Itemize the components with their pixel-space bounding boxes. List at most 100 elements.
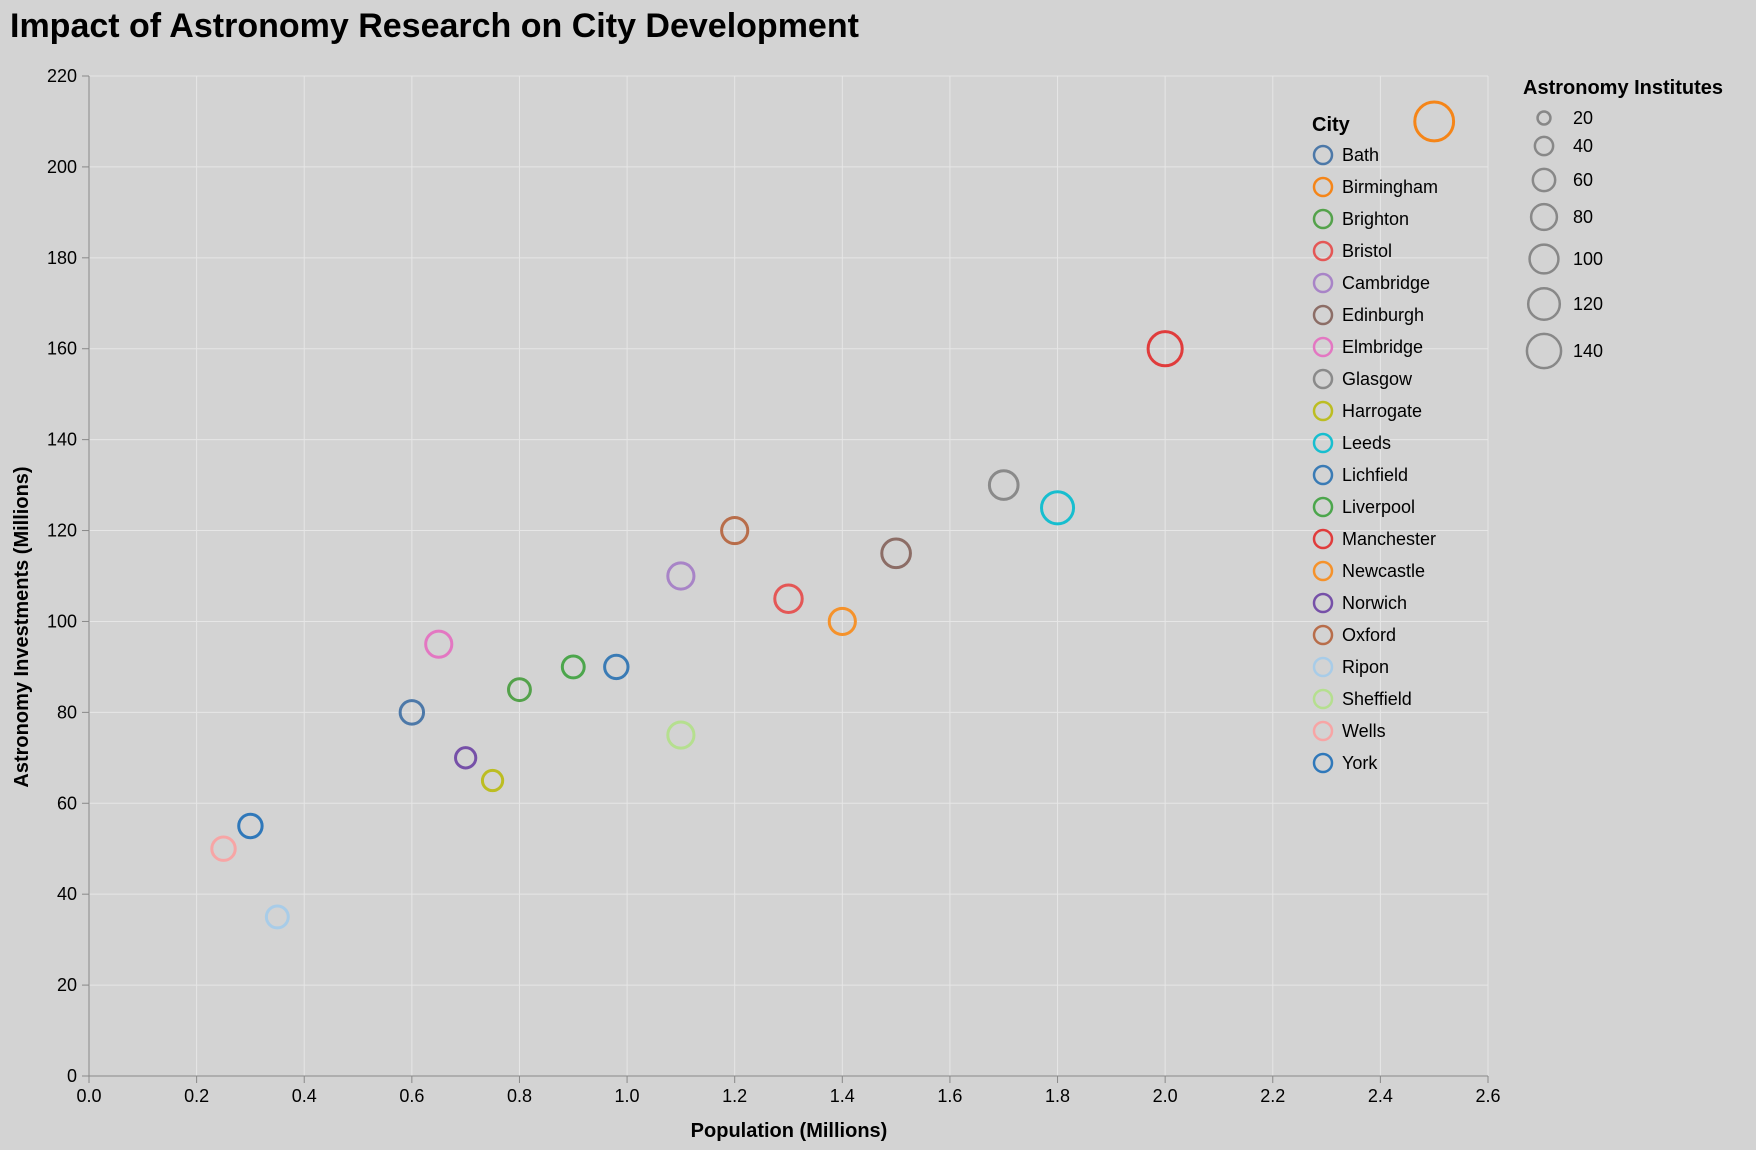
point-manchester xyxy=(1146,330,1184,368)
y-tick-label: 140 xyxy=(47,430,77,450)
size-legend-label: 100 xyxy=(1573,249,1603,269)
size-legend-label: 140 xyxy=(1573,341,1603,361)
legend-symbol-norwich xyxy=(1312,592,1334,614)
point-liverpool xyxy=(560,654,586,680)
size-legend-symbol xyxy=(1529,202,1559,232)
x-tick-label: 2.4 xyxy=(1368,1086,1393,1106)
legend-label-lichfield: Lichfield xyxy=(1342,465,1408,485)
point-oxford xyxy=(720,515,750,546)
legend-symbol-bath xyxy=(1312,144,1334,166)
size-legend-symbol xyxy=(1531,167,1557,193)
y-tick-label: 160 xyxy=(47,339,77,359)
legend-symbol-harrogate xyxy=(1312,400,1334,422)
legend-symbol-wells xyxy=(1312,720,1334,742)
legend-label-wells: Wells xyxy=(1342,721,1386,741)
point-brighton xyxy=(507,677,532,703)
y-tick-label: 40 xyxy=(57,884,77,904)
x-tick-label: 2.6 xyxy=(1475,1086,1500,1106)
size-legend-symbol xyxy=(1525,332,1563,370)
x-tick-label: 0.8 xyxy=(507,1086,532,1106)
x-tick-label: 1.6 xyxy=(937,1086,962,1106)
y-axis-title: Astronomy Investments (Millions) xyxy=(11,466,33,787)
point-glasgow xyxy=(987,469,1020,501)
legend-label-manchester: Manchester xyxy=(1342,529,1436,549)
legend-symbol-sheffield xyxy=(1312,688,1334,710)
y-tick-label: 120 xyxy=(47,521,77,541)
legend-symbol-cambridge xyxy=(1312,272,1334,294)
legend-label-leeds: Leeds xyxy=(1342,433,1391,453)
x-tick-label: 1.8 xyxy=(1045,1086,1070,1106)
point-bristol xyxy=(773,583,804,614)
legend-label-brighton: Brighton xyxy=(1342,209,1409,229)
legend-symbol-liverpool xyxy=(1312,496,1334,518)
legend-label-bristol: Bristol xyxy=(1342,241,1392,261)
city-legend: City Bath Birmingham Brighton Bristol Cambri… xyxy=(1312,114,1438,774)
size-legend-symbol xyxy=(1536,110,1552,126)
city-legend-title: City xyxy=(1312,114,1351,136)
legend-symbol-newcastle xyxy=(1312,560,1334,582)
point-newcastle xyxy=(827,606,857,637)
point-bath xyxy=(398,699,426,726)
legend-symbol-birmingham xyxy=(1312,176,1334,198)
legend-symbol-lichfield xyxy=(1312,464,1334,486)
point-sheffield xyxy=(666,720,696,750)
legend-symbol-york xyxy=(1312,752,1334,774)
x-tick-label: 2.0 xyxy=(1153,1086,1178,1106)
legend-label-newcastle: Newcastle xyxy=(1342,561,1425,581)
size-legend-label: 80 xyxy=(1573,207,1593,227)
point-leeds xyxy=(1040,490,1076,526)
point-elmbridge xyxy=(424,629,454,659)
legend-label-norwich: Norwich xyxy=(1342,593,1407,613)
chart-title: Impact of Astronomy Research on City Dev… xyxy=(10,7,859,45)
size-legend-label: 40 xyxy=(1573,136,1593,156)
point-cambridge xyxy=(666,561,696,591)
size-legend-title: Astronomy Institutes xyxy=(1523,77,1723,99)
legend-label-glasgow: Glasgow xyxy=(1342,369,1413,389)
y-tick-label: 220 xyxy=(47,66,77,86)
x-tick-label: 2.2 xyxy=(1260,1086,1285,1106)
size-legend-symbol xyxy=(1533,135,1555,157)
legend-symbol-ripon xyxy=(1312,656,1334,678)
legend-symbol-leeds xyxy=(1312,432,1334,454)
x-tick-label: 1.2 xyxy=(722,1086,747,1106)
legend-symbol-bristol xyxy=(1312,240,1334,262)
y-tick-label: 0 xyxy=(67,1066,77,1086)
legend-symbol-oxford xyxy=(1312,624,1334,646)
legend-label-sheffield: Sheffield xyxy=(1342,689,1412,709)
legend-symbol-elmbridge xyxy=(1312,336,1334,358)
point-lichfield xyxy=(603,653,630,681)
x-axis-title: Population (Millions) xyxy=(691,1120,888,1142)
legend-label-cambridge: Cambridge xyxy=(1342,273,1430,293)
size-legend-label: 120 xyxy=(1573,294,1603,314)
point-york xyxy=(237,812,264,840)
legend-symbol-manchester xyxy=(1312,528,1334,550)
x-tick-label: 1.0 xyxy=(615,1086,640,1106)
legend-label-edinburgh: Edinburgh xyxy=(1342,305,1424,325)
point-norwich xyxy=(454,746,478,770)
legend-label-york: York xyxy=(1342,753,1378,773)
size-legend-label: 60 xyxy=(1573,170,1593,190)
size-legend-symbol xyxy=(1526,286,1562,322)
y-tick-label: 80 xyxy=(57,702,77,722)
y-tick-label: 20 xyxy=(57,975,77,995)
y-tick-label: 180 xyxy=(47,248,77,268)
y-tick-label: 200 xyxy=(47,157,77,177)
size-legend-label: 20 xyxy=(1573,108,1593,128)
legend-label-birmingham: Birmingham xyxy=(1342,177,1438,197)
legend-label-ripon: Ripon xyxy=(1342,657,1389,677)
x-tick-label: 0.2 xyxy=(184,1086,209,1106)
y-tick-label: 100 xyxy=(47,611,77,631)
point-harrogate xyxy=(480,768,505,793)
point-edinburgh xyxy=(880,537,912,570)
legend-label-bath: Bath xyxy=(1342,145,1379,165)
x-tick-label: 0.0 xyxy=(76,1086,101,1106)
size-legend: Astronomy Institutes 20 40 60 80 100 120 140 xyxy=(1523,77,1723,370)
x-tick-label: 0.6 xyxy=(399,1086,424,1106)
grid xyxy=(88,75,1489,1077)
legend-label-harrogate: Harrogate xyxy=(1342,401,1422,421)
x-tick-label: 1.4 xyxy=(830,1086,855,1106)
legend-symbol-glasgow xyxy=(1312,368,1334,390)
point-ripon xyxy=(264,904,290,930)
size-legend-symbol xyxy=(1528,243,1560,275)
